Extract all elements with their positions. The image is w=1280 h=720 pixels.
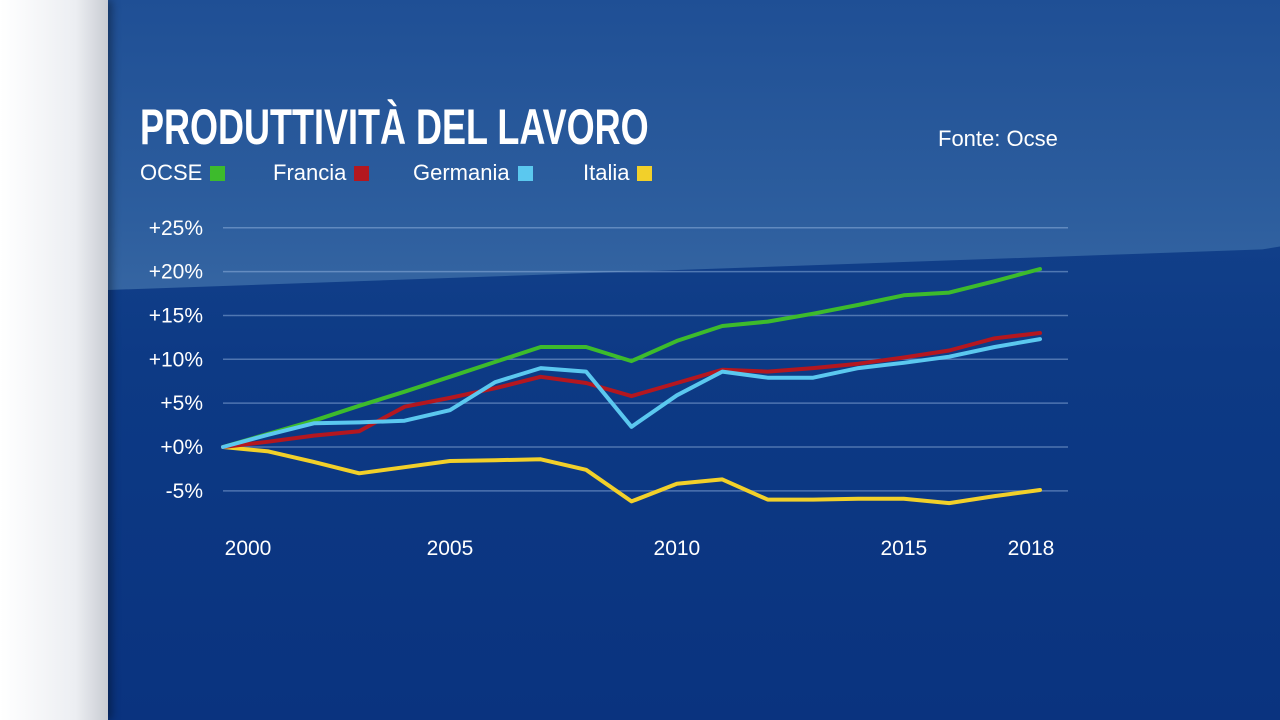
x-tick-label: 2000	[225, 537, 272, 560]
series-line-ocse	[221, 267, 1042, 449]
y-tick-label: -5%	[166, 480, 203, 503]
legend-label: Germania	[413, 160, 510, 185]
legend-item-germania: Germania	[413, 160, 533, 186]
legend-swatch	[354, 165, 370, 181]
legend-swatch	[517, 165, 533, 181]
legend-label: Francia	[273, 160, 347, 185]
legend-item-ocse: OCSE	[140, 160, 226, 186]
x-tick-label: 2010	[654, 537, 701, 560]
legend-label: Italia	[583, 160, 630, 185]
y-tick-label: +20%	[149, 261, 203, 284]
left-strip	[0, 0, 108, 720]
x-tick-label: 2015	[880, 537, 927, 560]
legend: OCSE Francia Germania Italia	[0, 160, 1280, 190]
legend-swatch	[637, 165, 653, 181]
y-tick-label: +10%	[149, 348, 203, 371]
legend-item-francia: Francia	[273, 160, 370, 186]
series-line-italia	[221, 445, 1042, 506]
series-line-germania	[221, 337, 1042, 449]
chart-title: PRODUTTIVITÀ DEL LAVORO	[140, 99, 649, 155]
legend-label: OCSE	[140, 160, 203, 185]
legend-swatch	[210, 165, 226, 181]
legend-item-italia: Italia	[583, 160, 653, 186]
series-line-francia	[221, 331, 1042, 449]
y-tick-label: +5%	[160, 392, 203, 415]
background-band	[108, 0, 1280, 290]
x-tick-label: 2018	[1008, 537, 1055, 560]
y-tick-label: +15%	[149, 304, 203, 327]
x-tick-label: 2005	[427, 537, 474, 560]
y-tick-label: +0%	[160, 436, 203, 459]
source-label: Fonte: Ocse	[938, 126, 1058, 151]
y-tick-label: +25%	[149, 217, 203, 240]
